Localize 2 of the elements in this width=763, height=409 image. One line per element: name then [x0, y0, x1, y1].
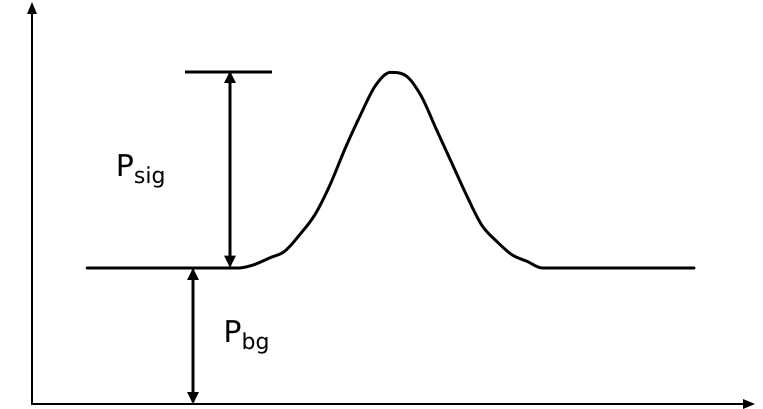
annotation: P$_{sig}$: [108, 145, 174, 195]
annotation: P$_{bg}$: [215, 311, 278, 360]
